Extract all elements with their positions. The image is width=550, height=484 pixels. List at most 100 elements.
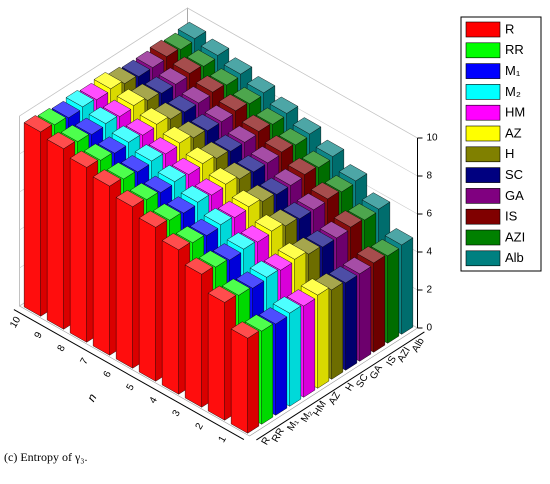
bar-top	[166, 196, 196, 214]
bar-top	[74, 117, 104, 135]
z-tick-label: 6	[427, 209, 433, 220]
bar-top	[79, 82, 109, 101]
bar-side	[115, 197, 133, 369]
bar-top	[370, 239, 400, 257]
bar-top	[158, 67, 188, 85]
x-axis	[13, 309, 245, 441]
bar-top	[51, 100, 81, 119]
bar-top	[144, 76, 174, 94]
bar-face	[345, 275, 358, 371]
bar-top	[102, 99, 132, 117]
bar-top	[121, 59, 151, 77]
bar-top	[217, 200, 247, 218]
bar-top	[37, 108, 67, 126]
legend-label: SC	[505, 167, 523, 182]
bar-top	[249, 260, 279, 278]
bar-top	[241, 114, 271, 132]
bar-top	[204, 104, 234, 123]
bar-top	[152, 203, 182, 221]
bar-top	[135, 50, 165, 68]
bar-top	[296, 193, 326, 211]
bar-top	[115, 189, 145, 208]
legend-box	[460, 16, 542, 272]
legend-label: AZI	[505, 229, 525, 244]
bar-top	[190, 113, 220, 132]
bar-top	[361, 192, 391, 210]
bar-side	[92, 176, 110, 356]
bar-face	[359, 266, 372, 362]
bar-top	[218, 94, 248, 112]
legend-swatch	[465, 229, 501, 246]
bar-top	[292, 117, 322, 135]
z-tick-label: 8	[427, 171, 433, 182]
series-axis	[256, 331, 425, 441]
bar-top	[301, 150, 331, 168]
series-tick-label: H	[344, 381, 357, 393]
bar-top	[250, 146, 280, 164]
z-tick-label: 2	[427, 285, 433, 296]
bar-top	[342, 257, 372, 275]
x-tick-label: 5	[125, 382, 138, 393]
bar-top	[163, 32, 193, 50]
bar-top	[221, 278, 251, 296]
bar-top	[185, 146, 215, 164]
bar-top	[116, 88, 146, 106]
bar-top	[286, 289, 316, 307]
bar-top	[65, 90, 95, 108]
legend-swatch	[465, 84, 501, 100]
x-tick-label: 9	[33, 330, 46, 341]
bar-top	[338, 164, 368, 182]
bar-top	[148, 137, 178, 155]
bar-top	[177, 21, 207, 39]
bar-top	[134, 144, 164, 162]
bar-top	[287, 157, 317, 175]
bar-top	[184, 257, 214, 275]
legend-swatch	[465, 21, 501, 38]
bar-top	[138, 210, 168, 228]
x-tick-label: 2	[194, 421, 207, 432]
legend-label: GA	[505, 188, 524, 203]
bar-top	[167, 95, 197, 113]
bar-top	[246, 76, 276, 94]
bar-side	[230, 328, 248, 434]
bar-top	[213, 134, 243, 152]
bar-top	[240, 225, 270, 243]
z-tick-label: 4	[427, 247, 433, 258]
bar-top	[209, 68, 239, 86]
bar-top	[60, 124, 90, 142]
bar-top	[208, 167, 238, 185]
bar-top	[328, 266, 358, 284]
series-tick-label: M₁	[285, 417, 301, 433]
bar-top	[324, 175, 354, 193]
series-tick-label: M₂	[299, 408, 315, 424]
bar-top	[273, 168, 303, 186]
bar-top	[207, 285, 237, 303]
bar-top	[272, 296, 302, 314]
bar-top	[384, 228, 414, 246]
bar-top	[69, 150, 99, 168]
bar-top	[149, 39, 179, 57]
bar-top	[92, 169, 122, 187]
bar-top	[315, 139, 345, 157]
bar-top	[269, 96, 299, 114]
bar-face	[317, 287, 330, 389]
bars	[23, 21, 414, 434]
x-tick-label: 7	[79, 356, 92, 367]
bar-top	[232, 86, 262, 105]
bar-top	[83, 143, 113, 161]
bar-top	[111, 125, 141, 143]
bar-top	[157, 164, 187, 182]
legend-swatch	[465, 146, 501, 163]
legend-swatch	[465, 250, 501, 267]
bar-top	[162, 126, 192, 144]
legend-label: AZ	[505, 125, 522, 140]
bar-top	[194, 178, 224, 196]
bar-top	[181, 86, 211, 104]
legend-label: H	[505, 146, 514, 161]
bar-top	[235, 271, 265, 289]
legend-swatch	[465, 42, 501, 59]
z-tick-label: 10	[427, 133, 439, 144]
bar-top	[259, 177, 289, 195]
bar-top	[263, 253, 293, 271]
bar-face	[303, 298, 316, 398]
